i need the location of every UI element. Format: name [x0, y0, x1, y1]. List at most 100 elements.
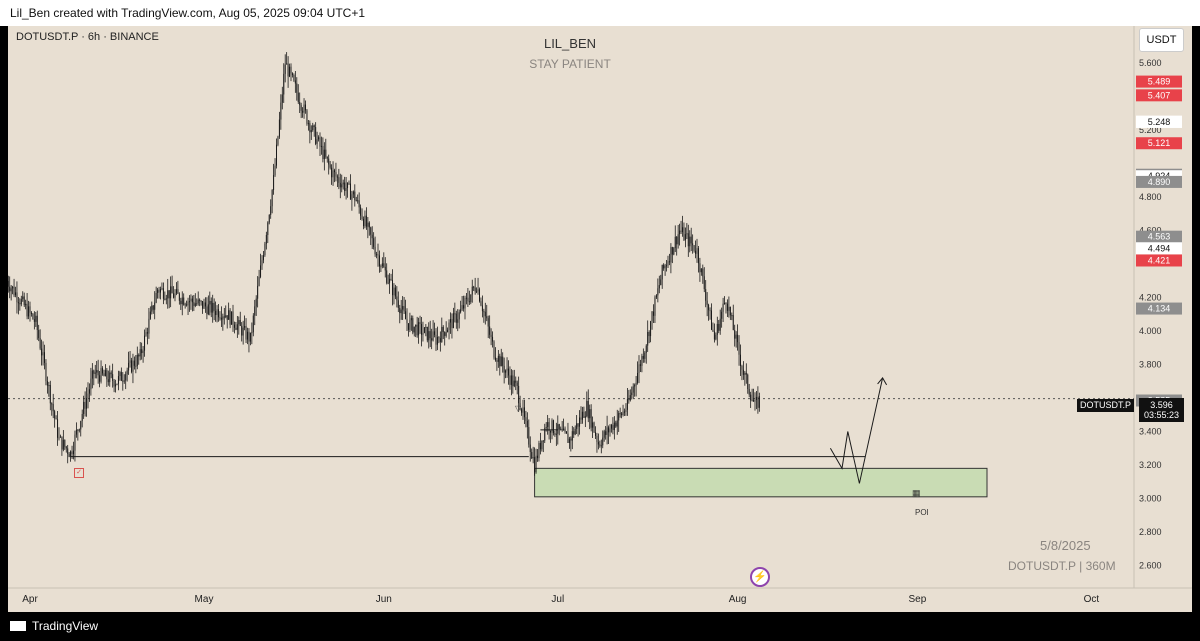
- candle-body: [61, 436, 63, 450]
- current-price-tag: 3.596 03:55:23: [1139, 398, 1184, 422]
- candle-body: [415, 324, 417, 327]
- candle-body: [470, 294, 472, 303]
- candle-body: [564, 428, 566, 432]
- candle-body: [682, 227, 683, 233]
- candle-body: [725, 302, 727, 304]
- candle-body: [457, 319, 459, 323]
- candle-body: [262, 255, 264, 261]
- candle-body: [142, 350, 144, 354]
- candle-body: [479, 289, 480, 302]
- candle-body: [36, 315, 38, 331]
- price-tag-label: 5.121: [1148, 138, 1171, 148]
- candle-body: [426, 326, 428, 341]
- candle-body: [222, 316, 224, 320]
- candle-body: [183, 297, 185, 305]
- candle-body: [545, 426, 547, 429]
- lightning-icon[interactable]: ⚡: [750, 567, 770, 587]
- price-tag-bg: [1136, 89, 1182, 102]
- candle-body: [297, 92, 299, 103]
- candle-body: [622, 411, 624, 415]
- alert-icon[interactable]: ✓: [74, 468, 84, 478]
- candle-body: [423, 327, 425, 333]
- y-tick-label: 4.800: [1139, 192, 1162, 202]
- candle-body: [673, 248, 675, 255]
- candle-body: [310, 130, 312, 133]
- candle-body: [747, 374, 749, 390]
- candle-body: [35, 315, 37, 322]
- candle-body: [497, 355, 499, 362]
- candle-body: [123, 380, 125, 382]
- candle-body: [29, 306, 31, 313]
- candle-body: [592, 422, 594, 428]
- chart-area[interactable]: 5.600 5.200 4.800 4.600 4.200 4.000 3.800 3.400…: [8, 26, 1192, 612]
- candle-body: [558, 424, 560, 430]
- candle-body: [348, 182, 350, 184]
- candle-body: [335, 172, 337, 177]
- candle-body: [625, 409, 627, 412]
- candle-body: [647, 332, 649, 346]
- watermark-symbol: DOTUSDT.P | 360M: [1008, 559, 1116, 573]
- candle-body: [684, 234, 686, 241]
- candle-body: [302, 110, 304, 113]
- candle-body: [131, 360, 132, 372]
- candle-body: [65, 446, 67, 449]
- candle-body: [700, 268, 702, 273]
- candle-body: [363, 218, 364, 227]
- candle-body: [493, 341, 495, 358]
- candle-body: [73, 450, 74, 455]
- candle-body: [670, 247, 672, 263]
- candle-body: [129, 360, 131, 363]
- candle-body: [679, 230, 681, 235]
- candle-body: [525, 417, 527, 421]
- currency-selector[interactable]: USDT: [1139, 28, 1184, 52]
- candle-body: [596, 435, 598, 443]
- candle-body: [389, 278, 391, 283]
- candle-countdown: 03:55:23: [1143, 410, 1180, 420]
- candle-body: [273, 175, 275, 191]
- candle-body: [206, 306, 208, 315]
- candle-body: [664, 265, 666, 269]
- candle-body: [199, 299, 201, 301]
- candle-body: [403, 306, 405, 312]
- candle-body: [481, 305, 483, 312]
- candle-body: [748, 389, 750, 395]
- candle-body: [320, 145, 322, 147]
- candle-body: [244, 326, 246, 328]
- candle-body: [355, 200, 357, 202]
- candle-body: [399, 307, 401, 314]
- candle-body: [750, 394, 752, 401]
- candle-body: [429, 331, 431, 339]
- price-tag-label: 5.248: [1148, 117, 1171, 127]
- candle-body: [599, 444, 601, 446]
- candle-body: [557, 424, 559, 434]
- candle-body: [75, 429, 77, 435]
- candle-body: [428, 331, 430, 341]
- candle-body: [226, 315, 228, 320]
- candle-body: [554, 433, 556, 435]
- price-chart[interactable]: 5.600 5.200 4.800 4.600 4.200 4.000 3.800 3.400…: [8, 26, 1192, 612]
- candle-body: [258, 276, 260, 286]
- candle-body: [186, 304, 188, 306]
- price-tag-bg: [1136, 115, 1182, 128]
- candle-body: [364, 215, 366, 227]
- candle-body: [267, 222, 269, 235]
- candle-body: [341, 184, 343, 188]
- candle-body: [597, 442, 599, 445]
- candle-body: [580, 417, 582, 420]
- candle-body: [548, 422, 550, 432]
- candle-body: [22, 296, 24, 300]
- candle-body: [744, 372, 746, 375]
- candle-body: [758, 396, 760, 408]
- candle-body: [445, 332, 447, 336]
- y-tick-label: 3.000: [1139, 494, 1162, 504]
- gift-icon[interactable]: ▦: [912, 488, 921, 498]
- candle-body: [600, 445, 602, 447]
- candle-body: [149, 311, 151, 319]
- poi-zone: [534, 467, 988, 498]
- candle-body: [695, 250, 697, 254]
- candle-body: [39, 338, 41, 349]
- candle-body: [255, 298, 257, 307]
- candle-body: [283, 73, 285, 95]
- candle-body: [731, 315, 733, 317]
- candle-body: [80, 421, 82, 430]
